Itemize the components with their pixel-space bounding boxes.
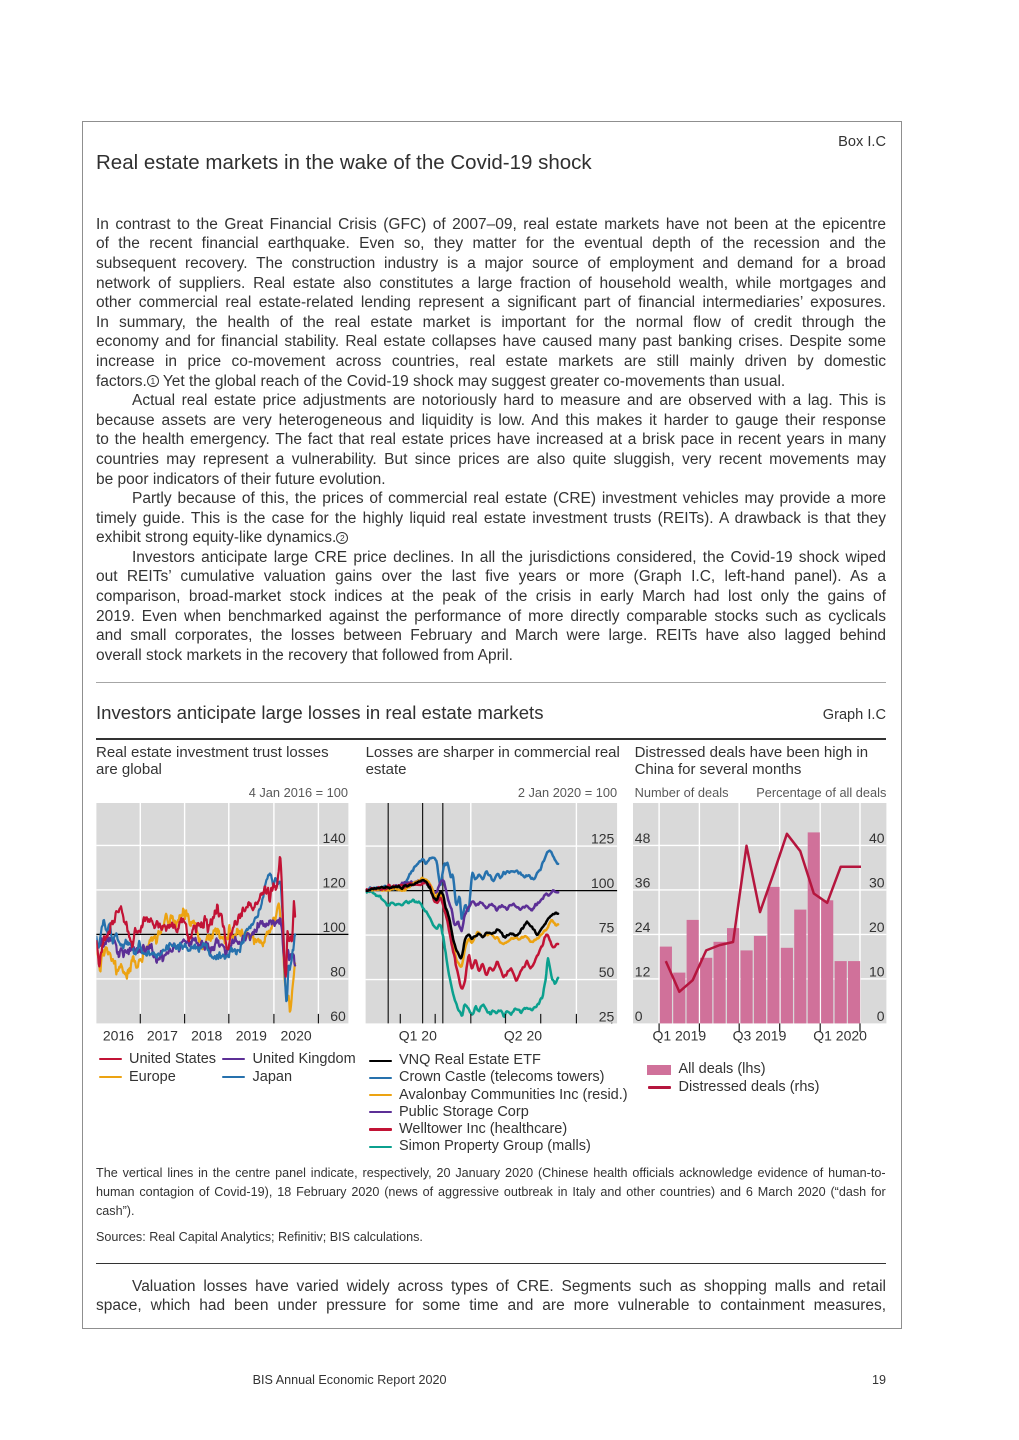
svg-text:50: 50 — [599, 964, 615, 980]
svg-text:100: 100 — [322, 919, 346, 935]
svg-text:100: 100 — [591, 875, 615, 891]
svg-text:0: 0 — [635, 1008, 643, 1024]
svg-text:2020: 2020 — [281, 1027, 312, 1043]
svg-text:10: 10 — [869, 963, 885, 979]
svg-text:25: 25 — [599, 1009, 615, 1025]
svg-text:2019: 2019 — [236, 1027, 267, 1043]
svg-text:48: 48 — [635, 830, 651, 846]
svg-text:2017: 2017 — [147, 1027, 178, 1043]
svg-text:Q2 20: Q2 20 — [504, 1027, 542, 1043]
svg-text:120: 120 — [322, 874, 346, 890]
svg-text:Q3 2019: Q3 2019 — [733, 1027, 787, 1043]
svg-text:12: 12 — [635, 963, 651, 979]
svg-text:75: 75 — [599, 920, 615, 936]
svg-text:Q1 20: Q1 20 — [399, 1027, 437, 1043]
svg-text:20: 20 — [869, 919, 885, 935]
svg-text:24: 24 — [635, 919, 651, 935]
svg-text:36: 36 — [635, 874, 651, 890]
svg-text:2018: 2018 — [191, 1027, 222, 1043]
svg-text:30: 30 — [869, 874, 885, 890]
svg-text:140: 140 — [322, 830, 346, 846]
svg-text:125: 125 — [591, 831, 615, 847]
svg-text:0: 0 — [877, 1008, 885, 1024]
svg-text:80: 80 — [330, 963, 346, 979]
svg-text:40: 40 — [869, 830, 885, 846]
svg-text:Q1 2020: Q1 2020 — [813, 1027, 867, 1043]
svg-text:2016: 2016 — [103, 1027, 134, 1043]
svg-text:Q1 2019: Q1 2019 — [652, 1027, 706, 1043]
svg-text:60: 60 — [330, 1008, 346, 1024]
